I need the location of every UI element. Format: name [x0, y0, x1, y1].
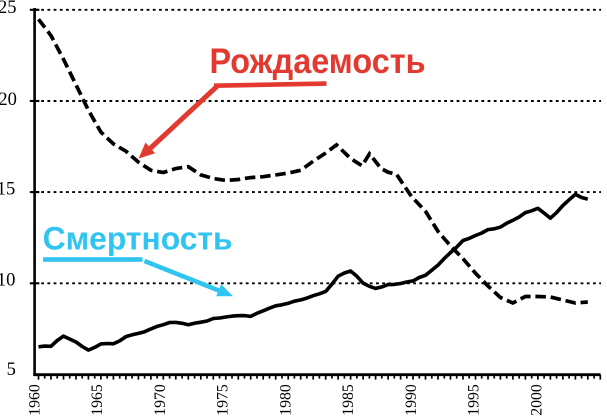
svg-text:5: 5 [7, 360, 16, 380]
svg-text:10: 10 [0, 271, 15, 291]
svg-text:15: 15 [0, 180, 15, 200]
svg-text:20: 20 [0, 90, 17, 110]
svg-text:2000: 2000 [528, 384, 545, 416]
svg-text:1965: 1965 [89, 384, 106, 416]
svg-text:1995: 1995 [466, 384, 483, 416]
svg-text:1990: 1990 [403, 384, 420, 416]
svg-text:1960: 1960 [26, 384, 43, 416]
svg-text:1985: 1985 [340, 384, 357, 416]
svg-text:Смертность: Смертность [43, 221, 233, 257]
svg-text:1980: 1980 [277, 384, 294, 416]
svg-text:1970: 1970 [152, 384, 169, 416]
svg-text:25: 25 [0, 0, 17, 18]
svg-text:1975: 1975 [215, 384, 232, 416]
svg-text:Рождаемость: Рождаемость [210, 42, 426, 81]
